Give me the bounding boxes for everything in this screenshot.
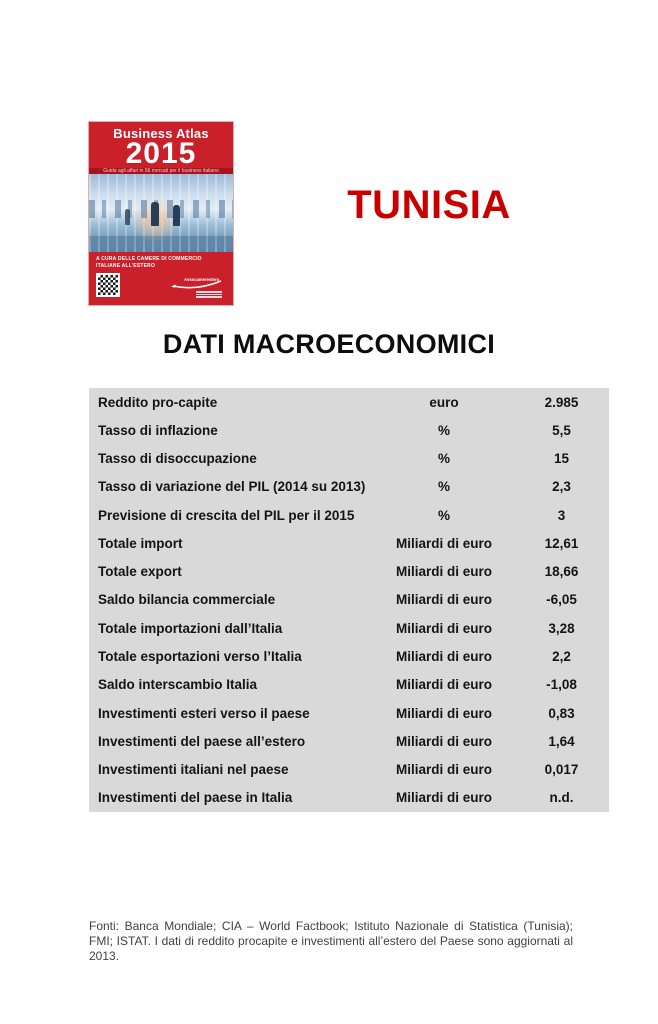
qr-code-icon bbox=[96, 273, 120, 297]
row-value: 18,66 bbox=[544, 564, 579, 580]
table-row: Tasso di variazione del PIL (2014 su 201… bbox=[89, 473, 609, 501]
publisher-name: Assocamerestero bbox=[184, 277, 220, 282]
row-unit: % bbox=[437, 422, 450, 438]
skyline-graphic bbox=[89, 200, 233, 218]
book-cover: Business Atlas 2015 Guida agli affari in… bbox=[89, 122, 233, 305]
row-unit: Miliardi di euro bbox=[395, 564, 492, 580]
country-title: TUNISIA bbox=[347, 183, 511, 227]
row-value: 0,017 bbox=[544, 762, 579, 778]
row-unit: Miliardi di euro bbox=[395, 677, 492, 693]
table-row: Saldo interscambio Italia Miliardi di eu… bbox=[89, 671, 609, 699]
cover-year: 2015 bbox=[125, 137, 197, 170]
table-row: Totale export Miliardi di euro 18,66 bbox=[89, 558, 609, 586]
row-label: Tasso di variazione del PIL (2014 su 201… bbox=[98, 479, 366, 495]
row-unit: Miliardi di euro bbox=[395, 592, 492, 608]
row-label: Totale esportazioni verso l’Italia bbox=[98, 649, 302, 665]
row-value: -1,08 bbox=[546, 677, 577, 693]
row-value: 2,3 bbox=[552, 479, 571, 495]
table-row: Tasso di inflazione % 5,5 bbox=[89, 416, 609, 444]
cover-series-title: Business Atlas bbox=[113, 126, 209, 141]
person-silhouette bbox=[125, 209, 130, 225]
cover-top-band: Business Atlas 2015 Guida agli affari in… bbox=[89, 122, 233, 174]
row-value: 3,28 bbox=[548, 620, 575, 636]
sources-note: Fonti: Banca Mondiale; CIA – World Factb… bbox=[89, 919, 573, 964]
row-label: Previsione di crescita del PIL per il 20… bbox=[98, 507, 355, 523]
macro-table: Reddito pro-capite euro 2.985 Tasso di i… bbox=[89, 388, 609, 812]
table-row: Totale esportazioni verso l’Italia Milia… bbox=[89, 642, 609, 670]
swoosh-icon: Assocamerestero bbox=[171, 277, 222, 289]
table-row: Investimenti italiani nel paese Miliardi… bbox=[89, 755, 609, 783]
row-unit: euro bbox=[429, 394, 459, 410]
table-row: Investimenti del paese all’estero Miliar… bbox=[89, 727, 609, 755]
row-label: Totale export bbox=[98, 564, 182, 580]
row-unit: Miliardi di euro bbox=[395, 649, 492, 665]
table-row: Totale import Miliardi di euro 12,61 bbox=[89, 529, 609, 557]
person-silhouette bbox=[151, 202, 159, 226]
logo-fine-print bbox=[196, 291, 222, 298]
row-label: Reddito pro-capite bbox=[98, 394, 218, 410]
row-unit: Miliardi di euro bbox=[395, 620, 492, 636]
row-value: 1,64 bbox=[548, 733, 575, 749]
row-unit: Miliardi di euro bbox=[395, 790, 492, 806]
row-value: -6,05 bbox=[546, 592, 577, 608]
table-row: Investimenti del paese in Italia Miliard… bbox=[89, 784, 609, 812]
reflection-graphic bbox=[89, 236, 233, 252]
row-unit: Miliardi di euro bbox=[395, 762, 492, 778]
row-label: Investimenti del paese in Italia bbox=[98, 790, 293, 806]
row-unit: Miliardi di euro bbox=[395, 535, 492, 551]
row-value: 15 bbox=[553, 451, 570, 467]
table-row: Previsione di crescita del PIL per il 20… bbox=[89, 501, 609, 529]
row-value: 0,83 bbox=[548, 705, 575, 721]
row-label: Saldo interscambio Italia bbox=[98, 677, 258, 693]
row-unit: % bbox=[437, 479, 450, 495]
row-label: Tasso di inflazione bbox=[98, 422, 218, 438]
cover-caption: A CURA DELLE CAMERE DI COMMERCIO ITALIAN… bbox=[96, 256, 202, 269]
row-label: Investimenti italiani nel paese bbox=[98, 762, 289, 778]
person-silhouette bbox=[173, 205, 180, 226]
row-unit: Miliardi di euro bbox=[395, 733, 492, 749]
row-value: 2,2 bbox=[552, 649, 571, 665]
table-row: Investimenti esteri verso il paese Milia… bbox=[89, 699, 609, 727]
row-unit: Miliardi di euro bbox=[395, 705, 492, 721]
row-value: 3 bbox=[557, 507, 566, 523]
table-row: Tasso di disoccupazione % 15 bbox=[89, 445, 609, 473]
cover-photo bbox=[89, 174, 233, 252]
row-label: Investimenti esteri verso il paese bbox=[98, 705, 310, 721]
publisher-logo: Assocamerestero bbox=[168, 275, 226, 298]
table-row: Saldo bilancia commerciale Miliardi di e… bbox=[89, 586, 609, 614]
row-unit: % bbox=[437, 451, 450, 467]
table-row: Reddito pro-capite euro 2.985 bbox=[89, 388, 609, 416]
cover-bottom-band: A CURA DELLE CAMERE DI COMMERCIO ITALIAN… bbox=[89, 252, 233, 305]
row-label: Totale import bbox=[98, 535, 183, 551]
row-value: 2.985 bbox=[544, 394, 579, 410]
row-label: Investimenti del paese all’estero bbox=[98, 733, 306, 749]
row-label: Saldo bilancia commerciale bbox=[98, 592, 276, 608]
section-heading: DATI MACROECONOMICI bbox=[162, 329, 496, 359]
row-value: 12,61 bbox=[544, 535, 579, 551]
table-row: Totale importazioni dall’Italia Miliardi… bbox=[89, 614, 609, 642]
row-unit: % bbox=[437, 507, 450, 523]
row-value: 5,5 bbox=[552, 422, 571, 438]
cover-tagline: Guida agli affari in 56 mercati per il b… bbox=[89, 168, 233, 174]
row-value: n.d. bbox=[549, 790, 574, 806]
row-label: Totale importazioni dall’Italia bbox=[98, 620, 283, 636]
row-label: Tasso di disoccupazione bbox=[98, 451, 257, 467]
